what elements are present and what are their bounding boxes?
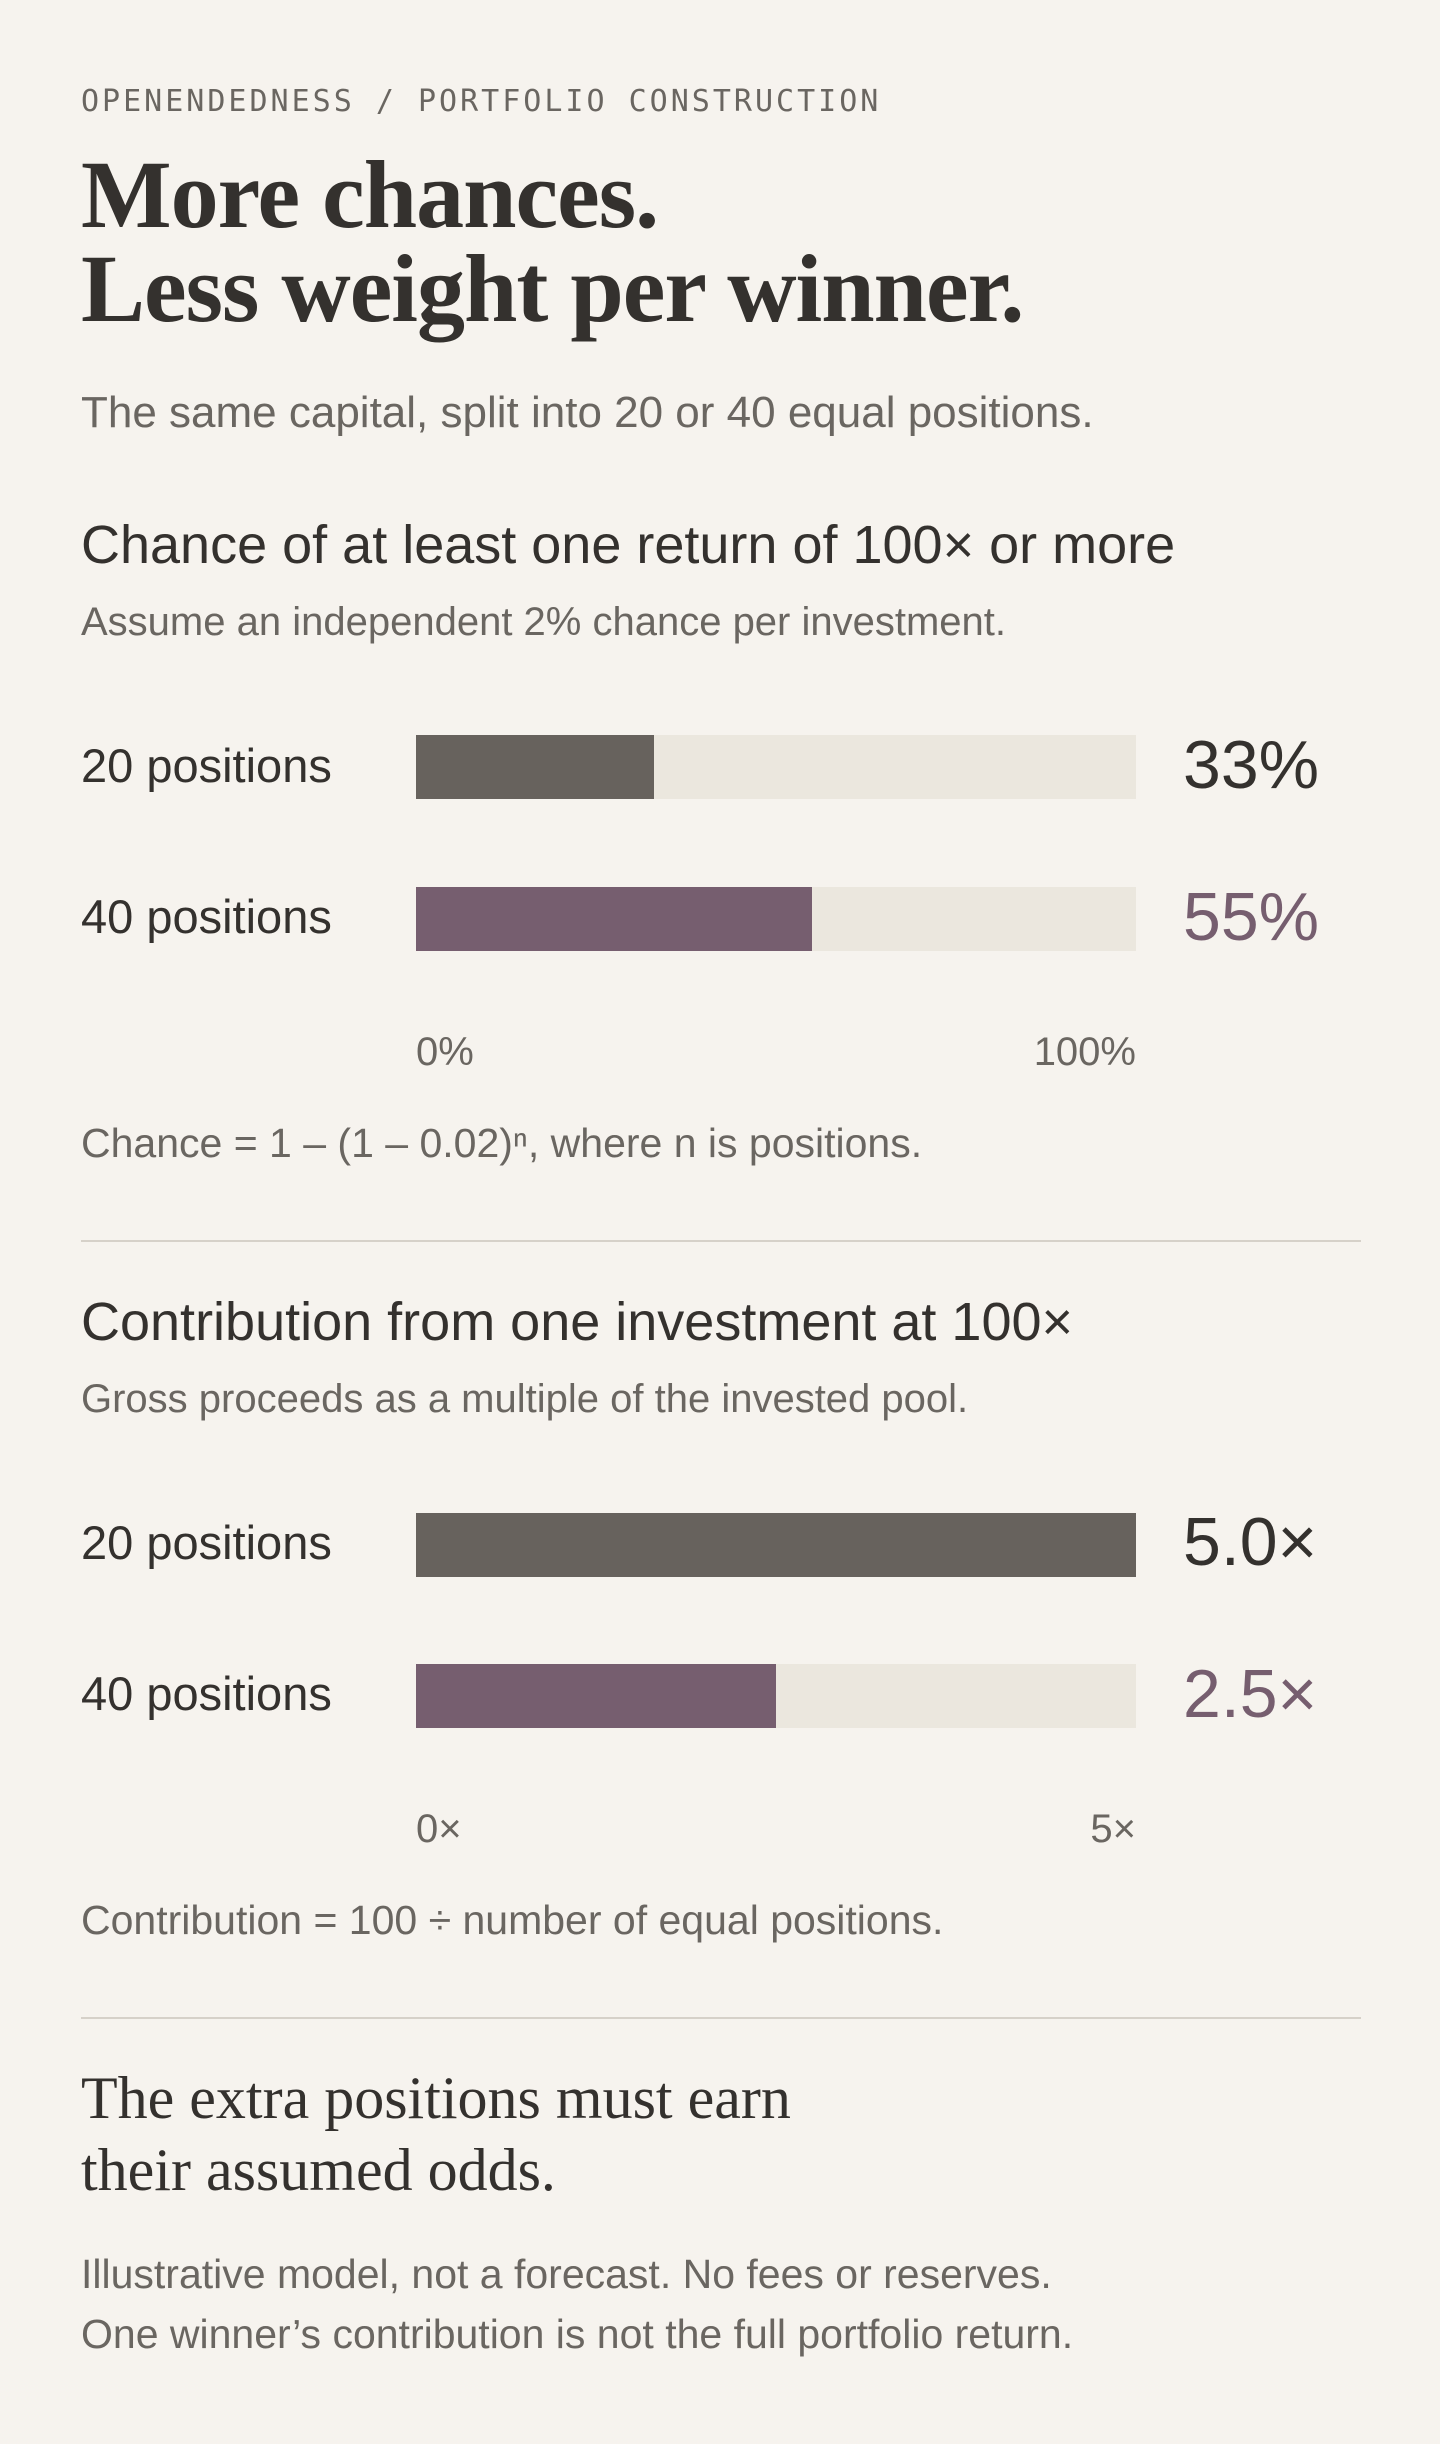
- divider: [81, 2017, 1361, 2019]
- bar-track: [416, 1513, 1136, 1577]
- title-line-1: More chances.: [81, 141, 659, 248]
- bar-20-positions: [416, 1513, 1136, 1577]
- category-label: 40 positions: [81, 890, 332, 943]
- chart-title: Chance of at least one return of 100× or…: [81, 515, 1176, 575]
- chart-subtitle: Assume an independent 2% chance per inve…: [81, 600, 1007, 644]
- data-label: 33%: [1183, 727, 1320, 803]
- closing-statement: The extra positions must earn their assu…: [81, 2062, 791, 2206]
- bar-40-positions: [416, 887, 812, 951]
- tick-label-max: 5×: [1090, 1807, 1136, 1851]
- page-title: More chances. Less weight per winner.: [81, 141, 1024, 342]
- data-label: 5.0×: [1183, 1504, 1318, 1580]
- eyebrow: OPENENDEDNESS / PORTFOLIO CONSTRUCTION: [81, 84, 882, 119]
- tick-label-max: 100%: [1033, 1030, 1136, 1074]
- data-label: 55%: [1183, 879, 1320, 955]
- page-subtitle: The same capital, split into 20 or 40 eq…: [81, 388, 1094, 437]
- formula-note: Contribution = 100 ÷ number of equal pos…: [81, 1897, 944, 1943]
- bar-track: [416, 735, 1136, 799]
- bar-40-positions: [416, 1664, 776, 1728]
- bar-track: [416, 1664, 1136, 1728]
- chart-title: Contribution from one investment at 100×: [81, 1292, 1074, 1352]
- bar-20-positions: [416, 735, 654, 799]
- footnote: Illustrative model, not a forecast. No f…: [81, 2244, 1073, 2364]
- category-label: 40 positions: [81, 1667, 332, 1720]
- formula-note: Chance = 1 – (1 – 0.02)ⁿ, where n is pos…: [81, 1120, 923, 1166]
- bar-track: [416, 887, 1136, 951]
- closing-line-1: The extra positions must earn: [81, 2065, 791, 2131]
- category-label: 20 positions: [81, 1516, 332, 1569]
- title-line-2: Less weight per winner.: [81, 235, 1024, 342]
- chart-subtitle: Gross proceeds as a multiple of the inve…: [81, 1377, 969, 1421]
- tick-label-min: 0%: [416, 1030, 474, 1074]
- data-label: 2.5×: [1183, 1656, 1318, 1732]
- footnote-line-1: Illustrative model, not a forecast. No f…: [81, 2251, 1052, 2297]
- tick-label-min: 0×: [416, 1807, 462, 1851]
- divider: [81, 1240, 1361, 1242]
- category-label: 20 positions: [81, 739, 332, 792]
- closing-line-2: their assumed odds.: [81, 2137, 556, 2203]
- footnote-line-2: One winner’s contribution is not the ful…: [81, 2311, 1074, 2357]
